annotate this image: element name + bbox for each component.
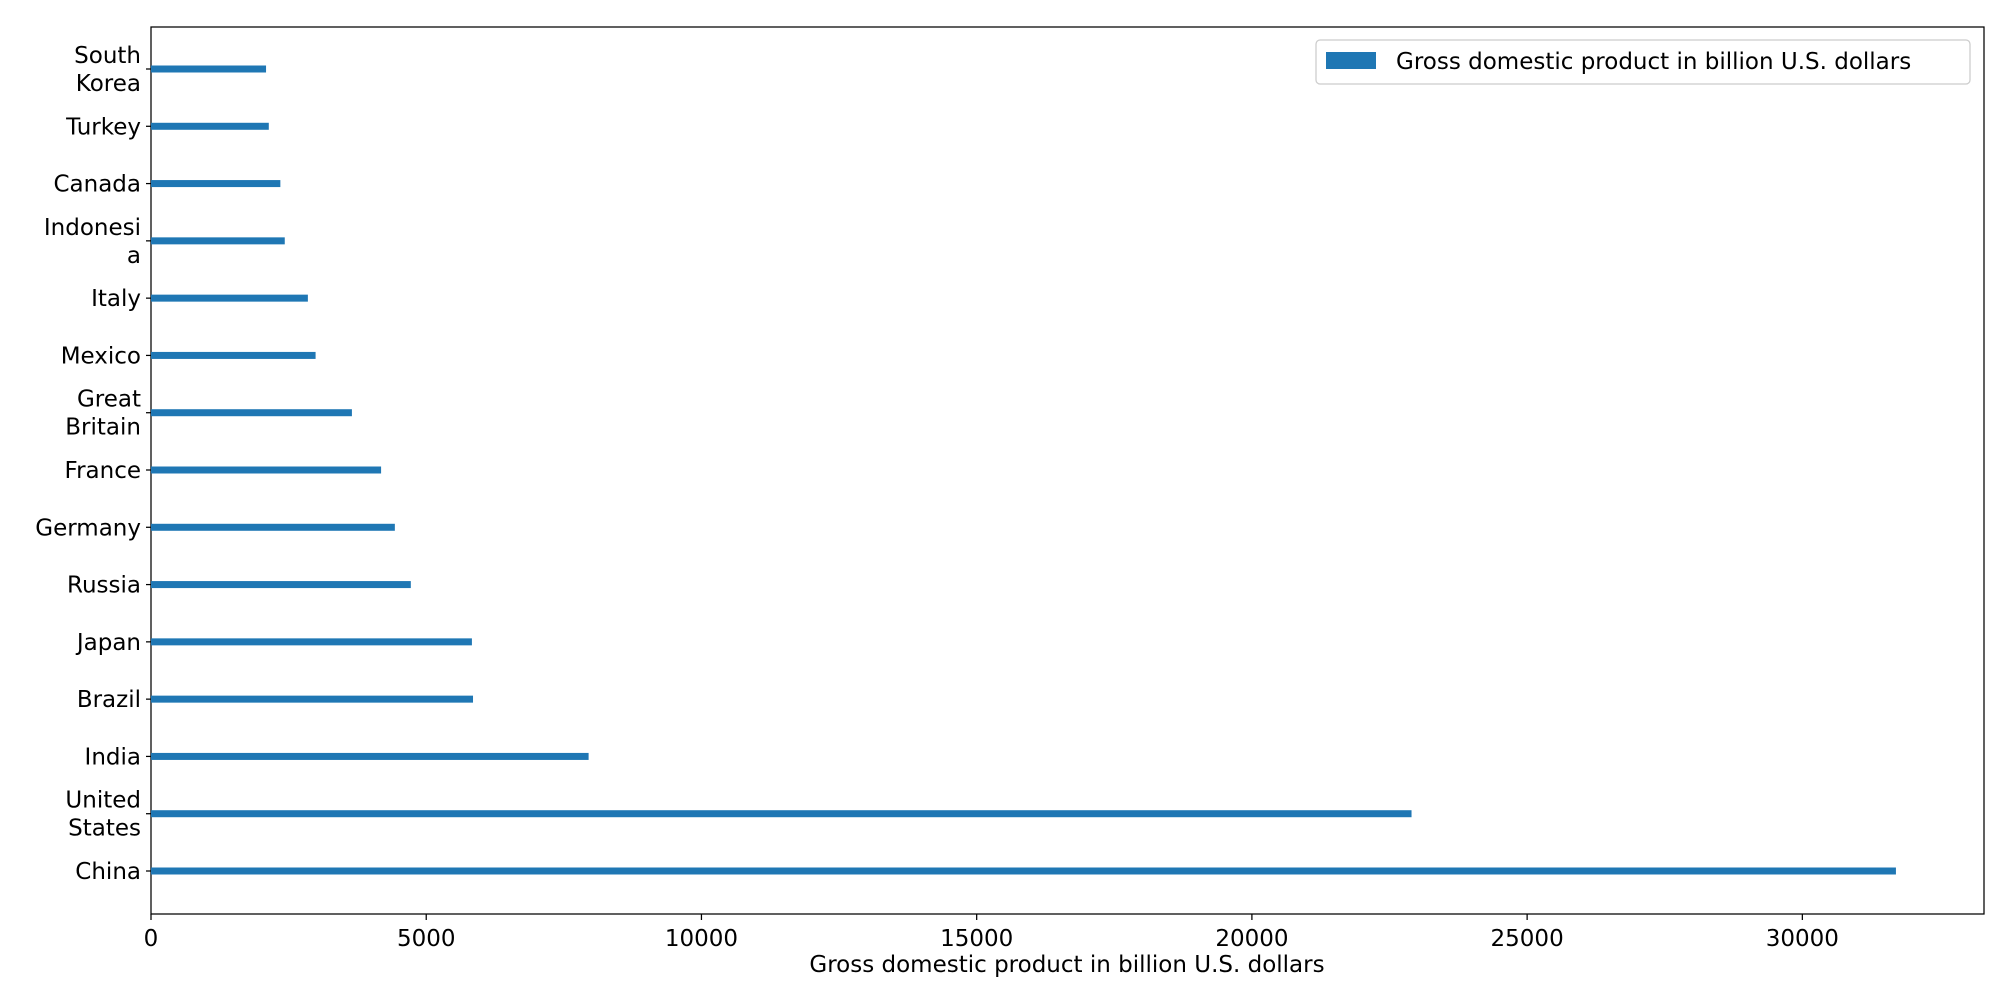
x-tick-label: 10000 [665, 926, 738, 952]
y-axis: China United States India Brazil Japan Russia G… [35, 43, 151, 885]
y-tick-label: Turkey [65, 114, 141, 140]
bar [151, 695, 474, 703]
y-tick-label: Brazil [77, 687, 141, 713]
bar [151, 237, 285, 245]
bar [151, 581, 411, 589]
bar [151, 523, 395, 531]
y-tick-label: Indonesi a [44, 215, 141, 269]
y-tick-label: Japan [75, 630, 141, 656]
y-tick-label: France [65, 458, 141, 484]
y-tick-label: India [85, 744, 141, 770]
y-tick-label: United States [65, 788, 141, 842]
x-tick-label: 5000 [397, 926, 456, 952]
y-tick-label: South Korea [74, 43, 141, 97]
y-tick-label: Canada [53, 172, 141, 198]
y-tick-label: China [75, 859, 141, 885]
legend-label: Gross domestic product in billion U.S. d… [1396, 49, 1911, 75]
x-tick-label: 30000 [1766, 926, 1839, 952]
bar [151, 638, 472, 646]
plot-area-frame [150, 26, 1985, 915]
legend-swatch [1326, 52, 1376, 69]
bar [151, 294, 308, 302]
x-tick-label: 20000 [1215, 926, 1288, 952]
bar [151, 351, 316, 359]
x-axis: 0 5000 10000 15000 20000 25000 30000 [144, 914, 1839, 952]
y-tick-label: Mexico [61, 343, 141, 369]
bar [151, 65, 267, 73]
x-tick-label: 25000 [1491, 926, 1564, 952]
bar [151, 466, 382, 474]
legend-frame [1315, 39, 1971, 85]
y-tick-label: Italy [91, 286, 141, 312]
y-tick-label: Great Britain [65, 387, 141, 441]
x-tick-label: 0 [144, 926, 159, 952]
bar [151, 810, 1412, 818]
bar [151, 180, 281, 188]
bar [151, 752, 589, 760]
legend: Gross domestic product in billion U.S. d… [1315, 39, 1971, 85]
bars-layer [151, 65, 1896, 875]
bar [151, 122, 269, 130]
x-tick-label: 15000 [940, 926, 1013, 952]
bar [151, 409, 352, 417]
y-tick-label: Germany [35, 515, 141, 541]
x-axis-title: Gross domestic product in billion U.S. d… [809, 952, 1324, 978]
y-tick-label: Russia [67, 573, 141, 599]
bar [151, 867, 1896, 875]
